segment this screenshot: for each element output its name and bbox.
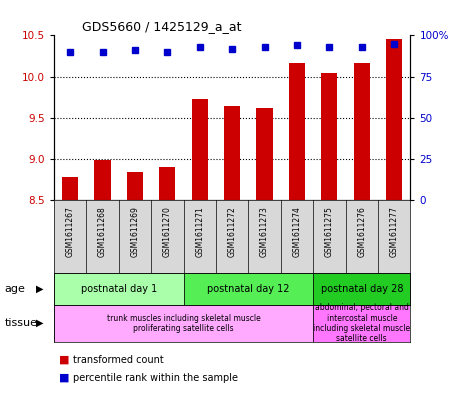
Text: GDS5660 / 1425129_a_at: GDS5660 / 1425129_a_at <box>83 20 242 33</box>
Text: ▶: ▶ <box>36 284 44 294</box>
Bar <box>127 173 143 200</box>
Text: GSM1611277: GSM1611277 <box>390 206 399 257</box>
Bar <box>354 62 370 200</box>
Text: GSM1611274: GSM1611274 <box>293 206 302 257</box>
Text: ■: ■ <box>59 373 69 383</box>
Text: tissue: tissue <box>5 318 38 328</box>
Text: GSM1611273: GSM1611273 <box>260 206 269 257</box>
Bar <box>54 273 183 305</box>
Bar <box>192 99 208 200</box>
Bar <box>313 305 410 342</box>
Bar <box>321 73 338 200</box>
Text: percentile rank within the sample: percentile rank within the sample <box>73 373 238 383</box>
Text: GSM1611272: GSM1611272 <box>227 206 237 257</box>
Bar <box>159 167 175 200</box>
Bar <box>257 108 272 200</box>
Text: transformed count: transformed count <box>73 354 163 365</box>
Bar <box>313 273 410 305</box>
Text: GSM1611268: GSM1611268 <box>98 206 107 257</box>
Bar <box>94 160 111 200</box>
Text: postnatal day 28: postnatal day 28 <box>320 284 403 294</box>
Bar <box>183 273 313 305</box>
Text: GSM1611269: GSM1611269 <box>130 206 139 257</box>
Text: GSM1611275: GSM1611275 <box>325 206 334 257</box>
Text: GSM1611267: GSM1611267 <box>66 206 75 257</box>
Text: GSM1611276: GSM1611276 <box>357 206 366 257</box>
Text: abdominal, pectoral and
intercostal muscle
including skeletal muscle
satellite c: abdominal, pectoral and intercostal musc… <box>313 303 410 343</box>
Bar <box>62 177 78 200</box>
Bar <box>224 105 240 200</box>
Text: GSM1611270: GSM1611270 <box>163 206 172 257</box>
Text: GSM1611271: GSM1611271 <box>195 206 204 257</box>
Text: trunk muscles including skeletal muscle
proliferating satellite cells: trunk muscles including skeletal muscle … <box>106 314 260 333</box>
Text: postnatal day 1: postnatal day 1 <box>81 284 157 294</box>
Text: postnatal day 12: postnatal day 12 <box>207 284 289 294</box>
Bar <box>54 305 313 342</box>
Text: ■: ■ <box>59 354 69 365</box>
Text: age: age <box>5 284 26 294</box>
Text: ▶: ▶ <box>36 318 44 328</box>
Bar <box>289 62 305 200</box>
Bar <box>386 39 402 200</box>
